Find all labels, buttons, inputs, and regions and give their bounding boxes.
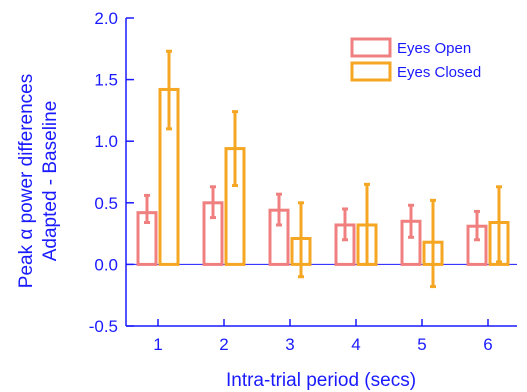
legend-swatch-eyes-open <box>350 37 392 58</box>
legend-swatch-eyes-closed <box>350 61 392 82</box>
x-tick-label: 5 <box>417 335 426 354</box>
legend-label-eyes-closed: Eyes Closed <box>397 64 481 81</box>
axes <box>125 18 517 327</box>
y-axis-title-line-1: Peak α power differences <box>16 74 37 288</box>
y-tick-label: -0.5 <box>89 317 118 336</box>
x-tick-label: 2 <box>219 335 228 354</box>
y-axis-title-line-2: Adapted - Baseline <box>40 101 61 262</box>
legend: Eyes Open Eyes Closed <box>350 37 481 82</box>
y-tick-label: 0.0 <box>94 255 118 274</box>
error-bars <box>144 49 502 289</box>
x-tick-label: 3 <box>285 335 294 354</box>
y-tick-label: 2.0 <box>94 9 118 28</box>
x-tick-label: 6 <box>483 335 492 354</box>
x-axis-title: Intra-trial period (secs) <box>226 370 416 391</box>
y-tick-label: 1.5 <box>94 71 118 90</box>
legend-label-eyes-open: Eyes Open <box>397 40 471 57</box>
x-ticks: 1 2 3 4 5 6 <box>153 319 493 354</box>
x-tick-label: 1 <box>153 335 162 354</box>
x-tick-label: 4 <box>351 335 360 354</box>
y-tick-label: 0.5 <box>94 194 118 213</box>
y-tick-label: 1.0 <box>94 132 118 151</box>
bars <box>136 87 510 266</box>
y-ticks: -0.5 0.0 0.5 1.0 1.5 2.0 <box>89 9 134 336</box>
